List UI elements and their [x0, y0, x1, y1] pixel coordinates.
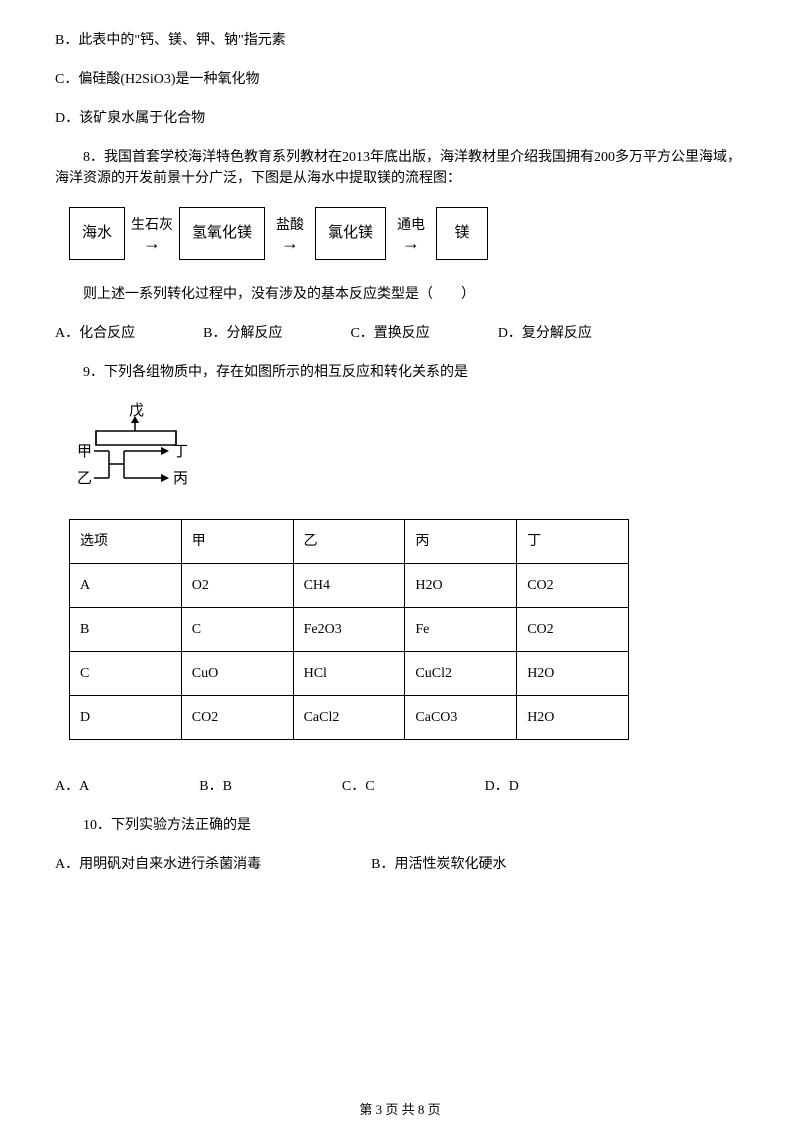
diagram-node-bing: 丙: [173, 471, 188, 487]
table-cell: CH4: [293, 563, 405, 607]
table-cell: CuCl2: [405, 651, 517, 695]
table-cell: Fe2O3: [293, 607, 405, 651]
question-9: 9．下列各组物质中，存在如图所示的相互反应和转化关系的是: [55, 362, 745, 383]
table-cell: 甲: [181, 519, 293, 563]
opt-d: D．D: [485, 776, 519, 797]
question-9-options: A．A B．B C．C D．D: [55, 776, 745, 797]
opt-a: A．用明矾对自来水进行杀菌消毒: [55, 854, 261, 875]
diagram-node-yi: 乙: [77, 471, 92, 487]
table-cell: H2O: [517, 651, 629, 695]
table-cell: CO2: [181, 695, 293, 739]
table-cell: CaCO3: [405, 695, 517, 739]
option-b: B．此表中的"钙、镁、钾、钠"指元素: [55, 30, 745, 51]
opt-b: B．B: [199, 776, 232, 797]
flow-box-3: 氯化镁: [315, 207, 386, 260]
question-8-tail: 则上述一系列转化过程中，没有涉及的基本反应类型是（ ）: [55, 284, 745, 305]
flow-step-3: 通电 →: [386, 215, 436, 252]
diagram-node-ding: 丁: [173, 444, 188, 460]
question-8: 8．我国首套学校海洋特色教育系列教材在2013年底出版，海洋教材里介绍我国拥有2…: [55, 147, 745, 189]
table-cell: B: [70, 607, 182, 651]
opt-d: D．复分解反应: [498, 323, 592, 344]
flow-box-4: 镁: [436, 207, 488, 260]
diagram-node-jia: 甲: [77, 444, 92, 460]
question-10: 10．下列实验方法正确的是: [55, 815, 745, 836]
table-row: A O2 CH4 H2O CO2: [70, 563, 629, 607]
arrow-icon: →: [143, 234, 161, 252]
table-cell: CaCl2: [293, 695, 405, 739]
table-row: C CuO HCl CuCl2 H2O: [70, 651, 629, 695]
table-cell: H2O: [405, 563, 517, 607]
table-row: B C Fe2O3 Fe CO2: [70, 607, 629, 651]
opt-a: A．A: [55, 776, 89, 797]
opt-b: B．用活性炭软化硬水: [371, 854, 506, 875]
table-cell: CO2: [517, 563, 629, 607]
table-cell: 乙: [293, 519, 405, 563]
option-c: C．偏硅酸(H2SiO3)是一种氧化物: [55, 69, 745, 90]
question-10-options: A．用明矾对自来水进行杀菌消毒 B．用活性炭软化硬水: [55, 854, 745, 875]
diagram-node-wu: 戊: [129, 402, 144, 419]
table-cell: 选项: [70, 519, 182, 563]
table-cell: HCl: [293, 651, 405, 695]
arrow-icon: →: [281, 234, 299, 252]
table-row: D CO2 CaCl2 CaCO3 H2O: [70, 695, 629, 739]
table-cell: 丁: [517, 519, 629, 563]
table-row: 选项 甲 乙 丙 丁: [70, 519, 629, 563]
table-cell: CO2: [517, 607, 629, 651]
question-8-options: A．化合反应 B．分解反应 C．置换反应 D．复分解反应: [55, 323, 745, 344]
page: B．此表中的"钙、镁、钾、钠"指元素 C．偏硅酸(H2SiO3)是一种氧化物 D…: [0, 0, 800, 875]
flow-box-2: 氢氧化镁: [179, 207, 265, 260]
flow-chart: 海水 生石灰 → 氢氧化镁 盐酸 → 氯化镁 通电 → 镁: [69, 207, 745, 260]
table-cell: D: [70, 695, 182, 739]
opt-b: B．分解反应: [203, 323, 282, 344]
opt-c: C．C: [342, 776, 375, 797]
table-cell: C: [181, 607, 293, 651]
opt-c: C．置换反应: [350, 323, 429, 344]
page-footer: 第 3 页 共 8 页: [0, 1099, 800, 1118]
flow-box-1: 海水: [69, 207, 125, 260]
arrow-icon: →: [402, 234, 420, 252]
relationship-diagram: 戊 甲 乙 丁 丙: [69, 401, 199, 496]
flow-step-2: 盐酸 →: [265, 215, 315, 252]
table-cell: H2O: [517, 695, 629, 739]
table-cell: 丙: [405, 519, 517, 563]
data-table: 选项 甲 乙 丙 丁 A O2 CH4 H2O CO2 B C Fe2O3 Fe…: [69, 519, 629, 740]
table-cell: Fe: [405, 607, 517, 651]
table-cell: A: [70, 563, 182, 607]
option-d: D．该矿泉水属于化合物: [55, 108, 745, 129]
opt-a: A．化合反应: [55, 323, 135, 344]
table-cell: CuO: [181, 651, 293, 695]
flow-step-1: 生石灰 →: [125, 215, 179, 252]
table-cell: O2: [181, 563, 293, 607]
table-cell: C: [70, 651, 182, 695]
